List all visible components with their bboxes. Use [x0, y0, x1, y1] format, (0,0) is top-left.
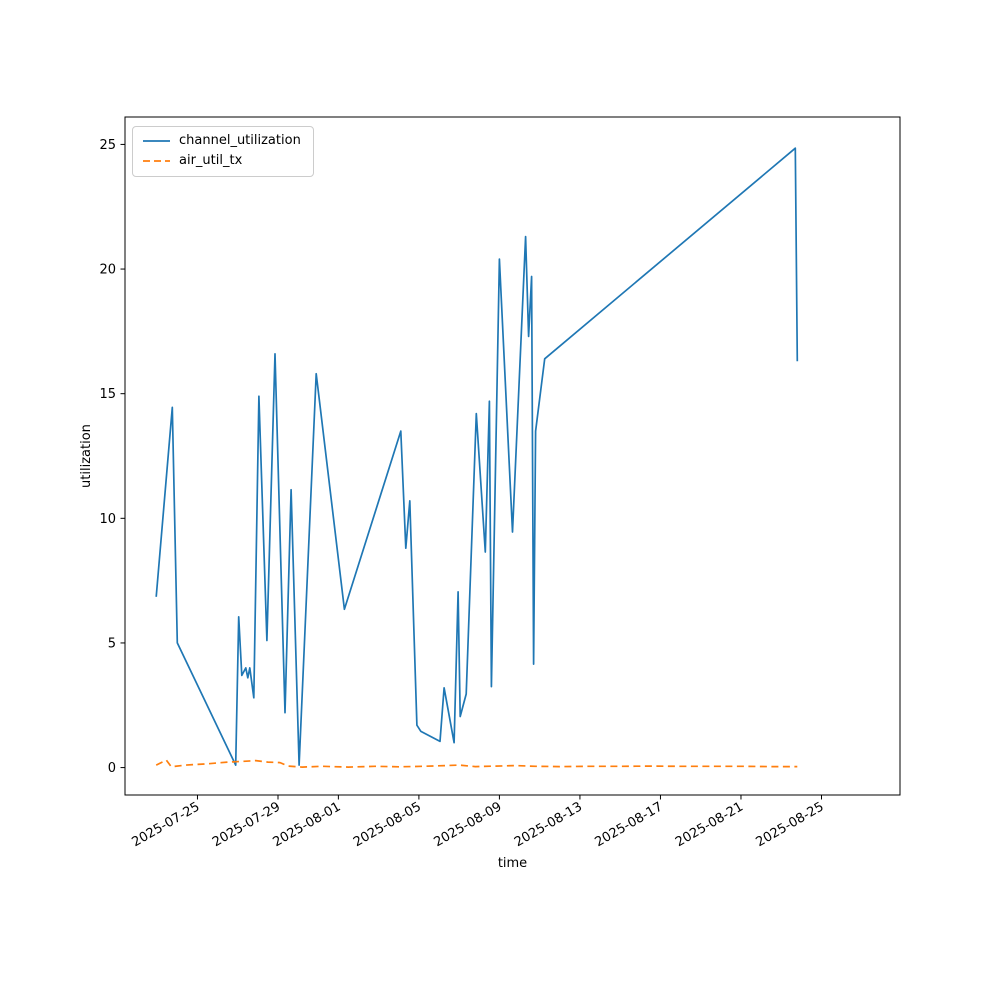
y-tick-label: 0: [108, 761, 116, 776]
y-tick-label: 20: [99, 263, 116, 278]
legend-label-channel-utilization: channel_utilization: [179, 133, 301, 148]
x-tick-label: 2025-08-17: [593, 799, 666, 850]
legend-line-sample-dashed: [143, 160, 170, 163]
x-axis-label: time: [498, 856, 527, 871]
x-tick-label: 2025-08-01: [270, 799, 343, 850]
x-tick-label: 2025-08-05: [351, 799, 424, 850]
y-tick-label: 15: [99, 387, 116, 402]
x-tick-label: 2025-07-29: [210, 799, 283, 850]
y-axis-label: utilization: [79, 424, 94, 488]
legend-item-channel-utilization: channel_utilization: [143, 133, 301, 148]
x-tick-label: 2025-07-25: [130, 799, 203, 850]
y-tick-label: 5: [108, 636, 116, 651]
series-line-air_util_tx: [155, 759, 798, 768]
x-tick-label: 2025-08-09: [431, 799, 504, 850]
y-tick-label: 25: [99, 138, 116, 153]
legend-label-air-util-tx: air_util_tx: [179, 153, 243, 169]
x-tick-label: 2025-08-13: [512, 799, 585, 850]
y-tick-label: 10: [99, 512, 116, 527]
axes-frame: [124, 116, 901, 796]
legend-line-sample-solid: [143, 140, 170, 143]
series-line-channel_utilization: [155, 147, 799, 766]
legend: channel_utilization air_util_tx: [132, 126, 314, 177]
x-tick-label: 2025-08-25: [754, 799, 827, 850]
x-tick-label: 2025-08-21: [673, 799, 746, 850]
legend-item-air-util-tx: air_util_tx: [143, 153, 301, 169]
